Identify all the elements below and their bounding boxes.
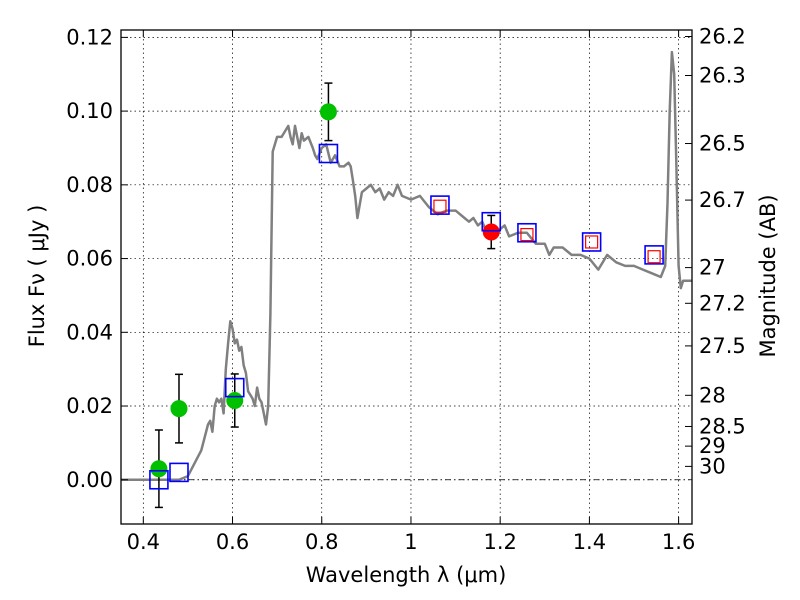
magnitude-tick-label: 28.5 [699, 414, 746, 438]
magnitude-axis-label: Magnitude (AB) [756, 194, 780, 357]
y-tick-labels: 0.00 0.02 0.04 0.06 0.08 0.10 0.12 [66, 25, 113, 491]
photometry-point [319, 103, 337, 121]
photometry-point [226, 392, 244, 409]
x-axis-label: Wavelength λ (μm) [306, 563, 507, 587]
inner-model-box [433, 199, 447, 213]
magnitude-tick-label: 26.3 [699, 64, 746, 88]
model-box [517, 222, 537, 243]
x-tick-label: 0.4 [127, 530, 160, 554]
highlight-point [482, 223, 500, 241]
photometry-point [170, 400, 188, 418]
magnitude-tick-label: 26.7 [699, 188, 746, 212]
y-axis-label: Flux Fν ( μJy ) [25, 205, 49, 348]
model-box [318, 143, 339, 164]
axis-ticks [121, 30, 692, 524]
y-tick-label: 0.02 [66, 394, 113, 418]
y-tick-label: 0.00 [66, 468, 113, 492]
y-tick-label: 0.10 [66, 99, 113, 123]
x-tick-label: 1.2 [483, 530, 516, 554]
magnitude-tick-label: 27 [699, 256, 726, 280]
x-tick-label: 0.6 [216, 530, 249, 554]
x-tick-label: 0.8 [305, 530, 338, 554]
model-box [169, 462, 189, 483]
magnitude-tick-label: 27.2 [699, 291, 746, 315]
magnitude-tick-label: 26.5 [699, 132, 746, 156]
x-tick-label: 1 [404, 530, 417, 554]
data-points-layer [150, 103, 500, 478]
x-tick-labels: 0.4 0.6 0.8 1 1.2 1.4 1.6 [127, 530, 696, 554]
sed-model-layer [121, 50, 692, 482]
model-box [481, 211, 502, 232]
y-tick-label: 0.08 [66, 173, 113, 197]
inner-model-box [520, 228, 534, 242]
inner-model-box [647, 250, 661, 264]
photometry-point [150, 460, 168, 478]
model-box [581, 232, 602, 252]
magnitude-tick-label: 26.2 [699, 25, 746, 49]
model-box [224, 377, 245, 398]
model-box [430, 195, 450, 215]
magnitude-tick-label: 29 [699, 434, 726, 458]
y-tick-label: 0.04 [66, 320, 113, 344]
magnitude-tick-label: 30 [699, 454, 726, 478]
y-tick-label: 0.12 [66, 25, 113, 49]
y-tick-label: 0.06 [66, 247, 113, 271]
model-box [149, 469, 169, 490]
model-box [644, 245, 664, 265]
inner-model-box [585, 235, 599, 249]
sed-model-line [121, 50, 692, 482]
magnitude-tick-label: 27.5 [699, 334, 746, 358]
model-boxes-layer [149, 143, 664, 490]
x-tick-label: 1.4 [573, 530, 606, 554]
magnitude-tick-label: 28 [699, 383, 726, 407]
plot-frame [120, 29, 693, 525]
x-tick-label: 1.6 [662, 530, 695, 554]
